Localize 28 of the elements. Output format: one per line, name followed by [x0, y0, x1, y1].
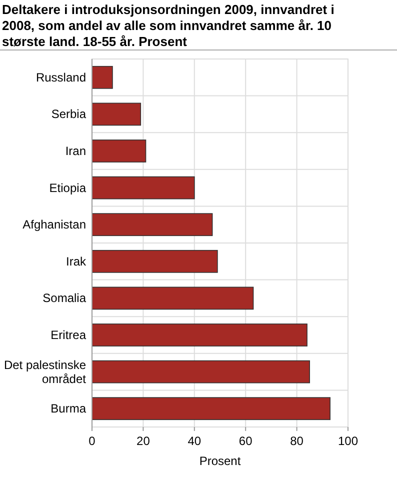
bar [92, 324, 308, 346]
x-tick-label: 100 [338, 434, 358, 448]
y-tick-label: Burma [50, 402, 86, 416]
x-tick-label: 60 [238, 434, 253, 448]
y-tick-label: Afghanistan [22, 218, 86, 232]
bar [92, 66, 113, 89]
chart-title: Deltakere i introduksjonsordningen 2009, innvandret i 2008, som andel av alle som innvandret samme år. 10 største land. 18-55 år. Prosent [2, 2, 334, 49]
y-tick-label: Somalia [42, 291, 86, 306]
x-tick-label: 40 [188, 434, 202, 448]
bar [92, 176, 195, 200]
y-tick-label: Eritrea [50, 328, 86, 342]
bar [92, 102, 142, 126]
y-tick-label: Russland [36, 70, 86, 84]
y-tick-label: Det palestinske området [4, 358, 87, 386]
bar [92, 397, 330, 420]
x-tick-label: 0 [88, 434, 96, 448]
bar [92, 250, 218, 273]
bar [92, 213, 213, 236]
y-tick-label: Iran [65, 144, 86, 158]
y-tick-label: Serbia [51, 107, 86, 122]
x-tick-label: 80 [290, 434, 304, 448]
bar [92, 140, 146, 162]
y-tick-label: Irak [66, 254, 87, 268]
x-tick-label: 20 [136, 434, 150, 448]
bar [92, 360, 310, 384]
y-tick-label: Etiopia [49, 180, 86, 195]
bar [92, 286, 254, 310]
x-axis-title: Prosent [199, 454, 242, 468]
